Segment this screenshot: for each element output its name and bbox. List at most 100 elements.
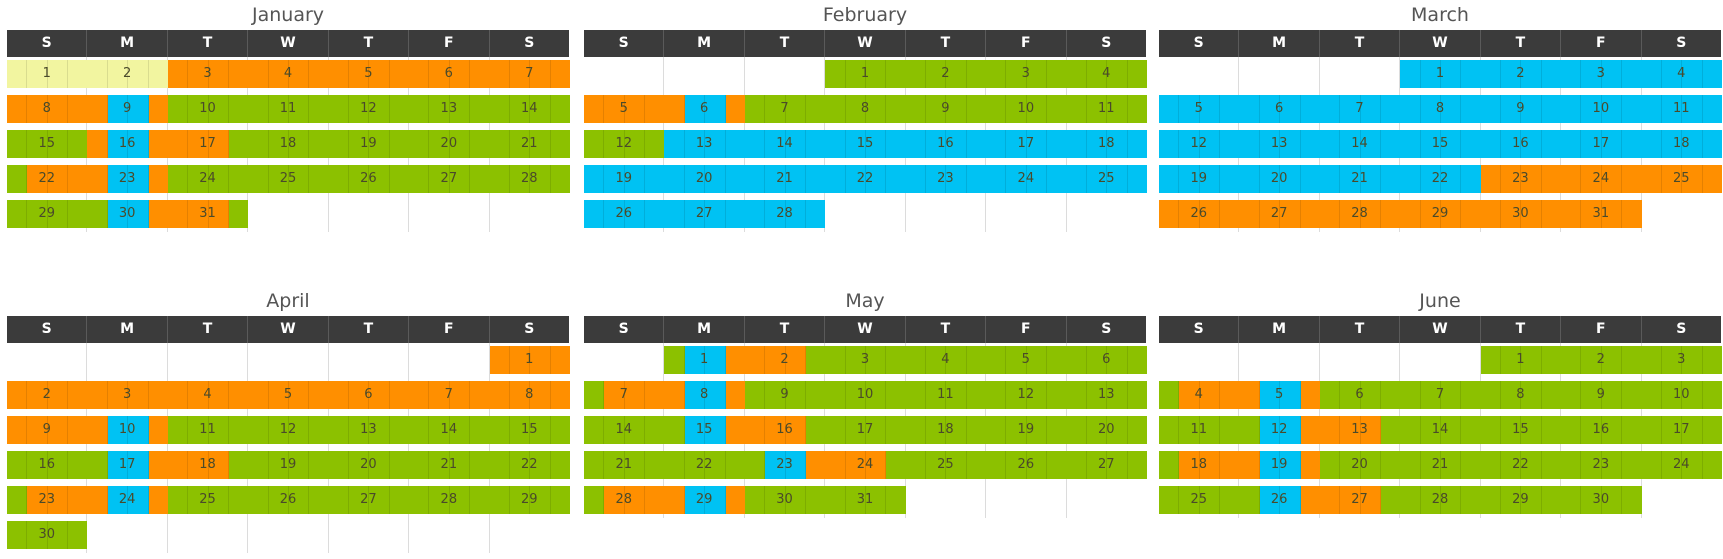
- day-cell[interactable]: 3: [1641, 343, 1722, 378]
- day-cell[interactable]: 26: [986, 448, 1067, 483]
- day-cell[interactable]: 18: [248, 127, 329, 162]
- day-cell[interactable]: 13: [1319, 413, 1401, 448]
- day-cell[interactable]: 26: [328, 162, 410, 197]
- day-cell[interactable]: 22: [1400, 162, 1481, 197]
- day-cell[interactable]: 26: [584, 197, 665, 232]
- day-cell[interactable]: 3: [167, 57, 249, 92]
- day-cell[interactable]: 1: [664, 343, 745, 378]
- day-cell[interactable]: 30: [1561, 483, 1642, 518]
- day-cell[interactable]: 13: [409, 92, 490, 127]
- day-cell[interactable]: 15: [489, 413, 570, 448]
- day-cell[interactable]: 29: [489, 483, 570, 518]
- day-cell[interactable]: 11: [248, 92, 329, 127]
- day-cell[interactable]: 10: [986, 92, 1067, 127]
- day-cell[interactable]: 9: [1561, 378, 1642, 413]
- day-cell[interactable]: 21: [1319, 162, 1401, 197]
- day-cell[interactable]: 1: [7, 57, 88, 92]
- day-cell[interactable]: 14: [1319, 127, 1401, 162]
- day-cell[interactable]: 1: [489, 343, 570, 378]
- day-cell[interactable]: 4: [1641, 57, 1722, 92]
- day-cell[interactable]: 8: [664, 378, 745, 413]
- day-cell[interactable]: 21: [1400, 448, 1481, 483]
- day-cell[interactable]: 23: [7, 483, 88, 518]
- day-cell[interactable]: 23: [1480, 162, 1562, 197]
- day-cell[interactable]: 20: [328, 448, 410, 483]
- day-cell[interactable]: 18: [1641, 127, 1722, 162]
- day-cell[interactable]: 11: [1066, 92, 1147, 127]
- day-cell[interactable]: 21: [584, 448, 665, 483]
- day-cell[interactable]: 17: [825, 413, 906, 448]
- day-cell[interactable]: 4: [905, 343, 987, 378]
- day-cell[interactable]: 10: [167, 92, 249, 127]
- day-cell[interactable]: 8: [489, 378, 570, 413]
- day-cell[interactable]: 13: [328, 413, 410, 448]
- day-cell[interactable]: 28: [1400, 483, 1481, 518]
- day-cell[interactable]: 9: [744, 378, 826, 413]
- day-cell[interactable]: 8: [1400, 92, 1481, 127]
- day-cell[interactable]: 4: [1066, 57, 1147, 92]
- day-cell[interactable]: 12: [584, 127, 665, 162]
- day-cell[interactable]: 17: [1641, 413, 1722, 448]
- day-cell[interactable]: 19: [1159, 162, 1240, 197]
- day-cell[interactable]: 14: [1400, 413, 1481, 448]
- day-cell[interactable]: 29: [664, 483, 745, 518]
- day-cell[interactable]: 7: [744, 92, 826, 127]
- day-cell[interactable]: 8: [1480, 378, 1562, 413]
- day-cell[interactable]: 3: [825, 343, 906, 378]
- day-cell[interactable]: 18: [1159, 448, 1240, 483]
- day-cell[interactable]: 2: [1561, 343, 1642, 378]
- day-cell[interactable]: 15: [664, 413, 745, 448]
- day-cell[interactable]: 24: [1641, 448, 1722, 483]
- day-cell[interactable]: 6: [664, 92, 745, 127]
- day-cell[interactable]: 27: [1319, 483, 1401, 518]
- day-cell[interactable]: 22: [825, 162, 906, 197]
- day-cell[interactable]: 9: [7, 413, 88, 448]
- day-cell[interactable]: 18: [1066, 127, 1147, 162]
- day-cell[interactable]: 5: [584, 92, 665, 127]
- day-cell[interactable]: 11: [1159, 413, 1240, 448]
- day-cell[interactable]: 23: [1561, 448, 1642, 483]
- day-cell[interactable]: 22: [489, 448, 570, 483]
- day-cell[interactable]: 15: [825, 127, 906, 162]
- day-cell[interactable]: 16: [744, 413, 826, 448]
- day-cell[interactable]: 14: [744, 127, 826, 162]
- day-cell[interactable]: 7: [1319, 92, 1401, 127]
- day-cell[interactable]: 26: [1159, 197, 1240, 232]
- day-cell[interactable]: 11: [1641, 92, 1722, 127]
- day-cell[interactable]: 22: [664, 448, 745, 483]
- day-cell[interactable]: 29: [1400, 197, 1481, 232]
- day-cell[interactable]: 5: [986, 343, 1067, 378]
- day-cell[interactable]: 7: [584, 378, 665, 413]
- day-cell[interactable]: 8: [7, 92, 88, 127]
- day-cell[interactable]: 28: [744, 197, 826, 232]
- day-cell[interactable]: 10: [825, 378, 906, 413]
- day-cell[interactable]: 31: [167, 197, 249, 232]
- day-cell[interactable]: 6: [1066, 343, 1147, 378]
- day-cell[interactable]: 9: [905, 92, 987, 127]
- day-cell[interactable]: 28: [1319, 197, 1401, 232]
- day-cell[interactable]: 9: [1480, 92, 1562, 127]
- day-cell[interactable]: 3: [87, 378, 168, 413]
- day-cell[interactable]: 19: [248, 448, 329, 483]
- day-cell[interactable]: 5: [1239, 378, 1320, 413]
- day-cell[interactable]: 2: [1480, 57, 1562, 92]
- day-cell[interactable]: 24: [986, 162, 1067, 197]
- day-cell[interactable]: 19: [584, 162, 665, 197]
- day-cell[interactable]: 14: [584, 413, 665, 448]
- day-cell[interactable]: 6: [1239, 92, 1320, 127]
- day-cell[interactable]: 19: [328, 127, 410, 162]
- day-cell[interactable]: 12: [1239, 413, 1320, 448]
- day-cell[interactable]: 1: [825, 57, 906, 92]
- day-cell[interactable]: 12: [1159, 127, 1240, 162]
- day-cell[interactable]: 21: [744, 162, 826, 197]
- day-cell[interactable]: 24: [1561, 162, 1642, 197]
- day-cell[interactable]: 15: [7, 127, 88, 162]
- day-cell[interactable]: 30: [744, 483, 826, 518]
- day-cell[interactable]: 6: [1319, 378, 1401, 413]
- day-cell[interactable]: 28: [489, 162, 570, 197]
- day-cell[interactable]: 14: [409, 413, 490, 448]
- day-cell[interactable]: 10: [1561, 92, 1642, 127]
- day-cell[interactable]: 27: [664, 197, 745, 232]
- day-cell[interactable]: 25: [248, 162, 329, 197]
- day-cell[interactable]: 27: [409, 162, 490, 197]
